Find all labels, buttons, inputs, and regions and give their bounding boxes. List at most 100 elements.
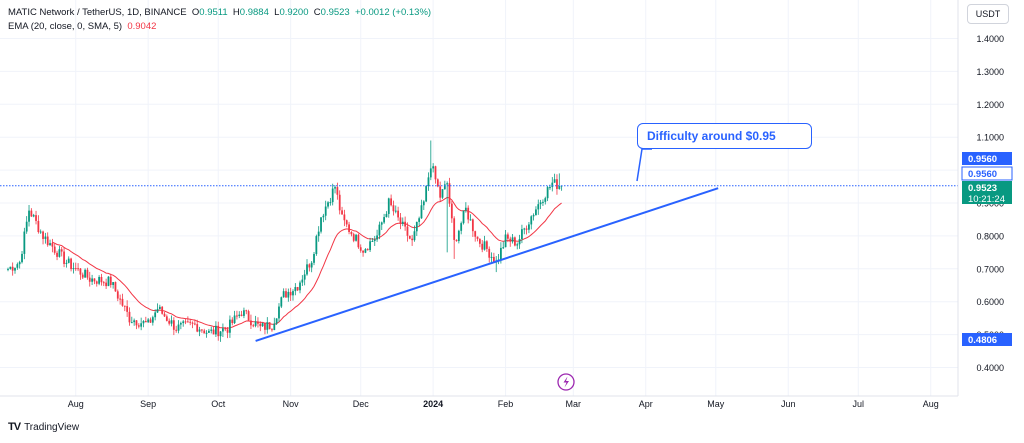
candle-body	[471, 219, 474, 232]
candle-body	[450, 203, 453, 219]
candle-body	[23, 231, 26, 254]
candle-body	[528, 224, 530, 230]
candle-body	[207, 330, 210, 333]
legend-close-value: 0.9523	[320, 7, 350, 18]
candle-body	[355, 234, 357, 241]
candle-body	[434, 166, 437, 180]
candle-body	[32, 215, 35, 217]
candle-body	[313, 253, 315, 263]
candle-body	[86, 269, 89, 278]
candle-body	[102, 282, 105, 284]
candle-body	[93, 278, 96, 282]
price-label-bg	[961, 166, 1013, 181]
candle-body	[58, 249, 61, 257]
candle-body	[394, 210, 397, 212]
x-tick-label: 2024	[423, 399, 443, 409]
candle-body	[415, 221, 418, 232]
candle-body	[119, 298, 122, 300]
candle-body	[282, 291, 285, 298]
symbol-title[interactable]: MATIC Network / TetherUS, 1D, BINANCE	[8, 7, 187, 18]
legend-row-symbol: MATIC Network / TetherUS, 1D, BINANCE O0…	[8, 6, 431, 20]
candle-body	[338, 194, 341, 211]
candle-body	[172, 320, 175, 330]
candle-body	[303, 274, 306, 280]
candle-body	[107, 276, 110, 287]
candle-body	[549, 187, 551, 189]
ema-label[interactable]: EMA (20, close, 0, SMA, 5)	[8, 21, 123, 32]
price-label-text: 0.9560	[968, 154, 997, 165]
candle-body	[308, 264, 311, 268]
candle-body	[51, 243, 54, 247]
candle-body	[247, 311, 250, 321]
candle-body	[474, 231, 477, 237]
candle-body	[224, 328, 227, 330]
candle-body	[320, 217, 322, 232]
candle-body	[170, 320, 173, 324]
candle-body	[9, 266, 12, 269]
candle-body	[25, 221, 28, 232]
candle-body	[240, 314, 243, 316]
candle-body	[289, 291, 292, 296]
candle-body	[532, 215, 535, 217]
candle-body	[63, 251, 65, 264]
candle-body	[238, 314, 241, 317]
candle-body	[509, 238, 512, 242]
candle-body	[30, 210, 33, 217]
candle-body	[476, 236, 479, 239]
candle-body	[196, 324, 199, 332]
candle-body	[383, 217, 385, 223]
candle-body	[401, 221, 404, 224]
candle-body	[44, 236, 47, 239]
candle-body	[376, 235, 378, 240]
ema-layer	[52, 196, 562, 329]
candle-body	[331, 188, 334, 203]
tradingview-logo-icon: TV	[8, 421, 21, 433]
candle-body	[133, 320, 136, 323]
candle-body	[203, 330, 206, 334]
price-label-bg	[962, 181, 1012, 194]
candle-body	[91, 278, 93, 282]
x-tick-label: Mar	[566, 399, 582, 409]
candle-body	[39, 231, 42, 233]
candle-body	[464, 207, 467, 211]
footer-branding[interactable]: TV TradingView	[8, 421, 79, 433]
replay-icon[interactable]	[557, 373, 575, 391]
candle-body	[408, 235, 411, 239]
candle-body	[35, 215, 37, 221]
candle-body	[233, 315, 236, 324]
candle-body	[455, 239, 458, 242]
legend-high-value: 0.9884	[239, 7, 269, 18]
candle-body	[413, 231, 416, 241]
candle-body	[56, 252, 58, 257]
candle-body	[21, 253, 23, 263]
candle-body	[67, 258, 70, 263]
candle-body	[268, 322, 271, 330]
price-label-text: 0.9560	[968, 169, 997, 180]
candle-body	[502, 247, 505, 249]
candle-body	[488, 248, 491, 258]
candle-body	[467, 207, 470, 220]
candle-body	[16, 264, 19, 268]
y-tick-label: 0.6000	[976, 297, 1004, 307]
candle-body	[257, 321, 259, 324]
currency-button[interactable]: USDT	[967, 4, 1009, 24]
candle-body	[518, 239, 521, 245]
candle-body	[492, 256, 495, 263]
annotation-label[interactable]: Difficulty around $0.95	[637, 123, 812, 149]
candle-body	[189, 321, 192, 323]
price-label-text: 10:21:24	[968, 194, 1005, 205]
candle-body	[271, 329, 273, 331]
candle-body	[163, 313, 166, 317]
candle-body	[193, 323, 196, 325]
candle-body	[84, 269, 86, 278]
candle-body	[446, 183, 449, 185]
x-tick-label: May	[707, 399, 725, 409]
candle-body	[144, 321, 147, 323]
candle-body	[114, 282, 117, 292]
candle-body	[481, 243, 484, 250]
x-tick-label: Aug	[923, 399, 939, 409]
ema-line	[52, 196, 562, 329]
candle-body	[530, 216, 533, 225]
